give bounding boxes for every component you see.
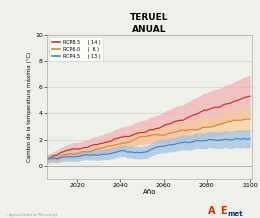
Title: TERUEL
ANUAL: TERUEL ANUAL (130, 13, 169, 34)
Text: A: A (208, 206, 216, 216)
Text: met: met (228, 211, 243, 217)
Y-axis label: Cambio de la temperatura máxima (°C): Cambio de la temperatura máxima (°C) (27, 52, 32, 162)
Text: E: E (220, 206, 226, 216)
X-axis label: Año: Año (143, 189, 156, 195)
Text: © Agencia Estatal de Meteorología: © Agencia Estatal de Meteorología (5, 213, 57, 217)
Legend: RCP8.5     ( 14 ), RCP6.0     (  6 ), RCP4.5     ( 13 ): RCP8.5 ( 14 ), RCP6.0 ( 6 ), RCP4.5 ( 13… (49, 37, 103, 61)
